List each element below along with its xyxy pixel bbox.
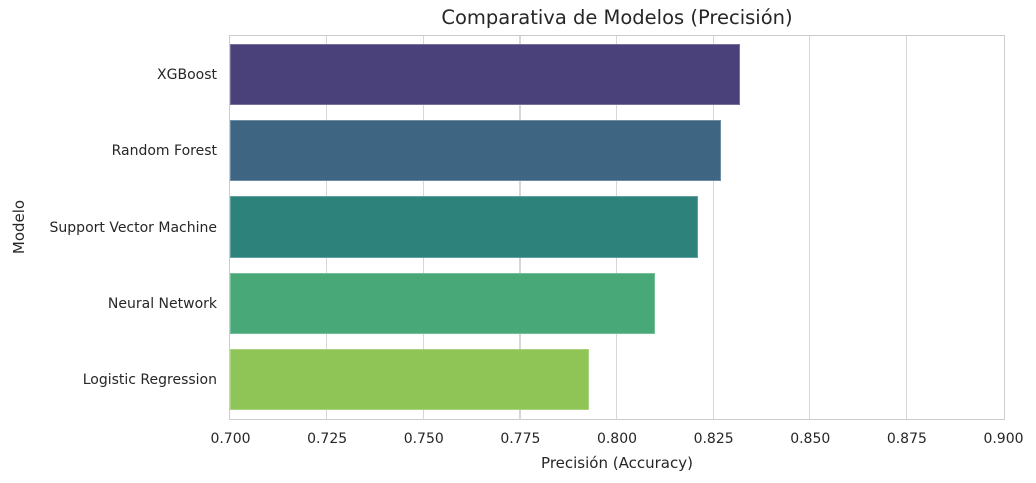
x-tick-label: 0.725 [307, 431, 348, 447]
y-tick-label: XGBoost [157, 66, 217, 83]
x-axis-label: Precisión (Accuracy) [541, 454, 693, 472]
x-tick-label: 0.750 [403, 431, 444, 447]
x-gridline [712, 36, 714, 419]
x-tick-label: 0.825 [693, 431, 734, 447]
chart-title: Comparativa de Modelos (Precisión) [441, 6, 793, 29]
x-tick-label: 0.800 [596, 431, 638, 447]
y-tick-label: Neural Network [107, 295, 217, 312]
x-tick-label: 0.775 [500, 431, 541, 447]
x-gridline [905, 36, 908, 419]
bar-logistic-regression [230, 349, 590, 411]
bar-random-forest [230, 120, 721, 182]
y-tick-label: Support Vector Machine [49, 219, 217, 236]
x-tick-label: 0.875 [886, 431, 927, 447]
x-gridline [809, 36, 811, 419]
x-tick-label: 0.700 [210, 431, 251, 447]
y-tick-label: Random Forest [111, 143, 217, 160]
bar-support-vector-machine [230, 196, 698, 258]
x-tick-label: 0.900 [983, 431, 1024, 447]
plot-area [229, 35, 1005, 420]
bar-neural-network [230, 272, 656, 334]
x-tick-label: 0.850 [790, 431, 831, 447]
y-axis-label: Modelo [10, 199, 28, 255]
bar-xgboost [230, 43, 741, 105]
y-tick-label: Logistic Regression [82, 372, 217, 389]
